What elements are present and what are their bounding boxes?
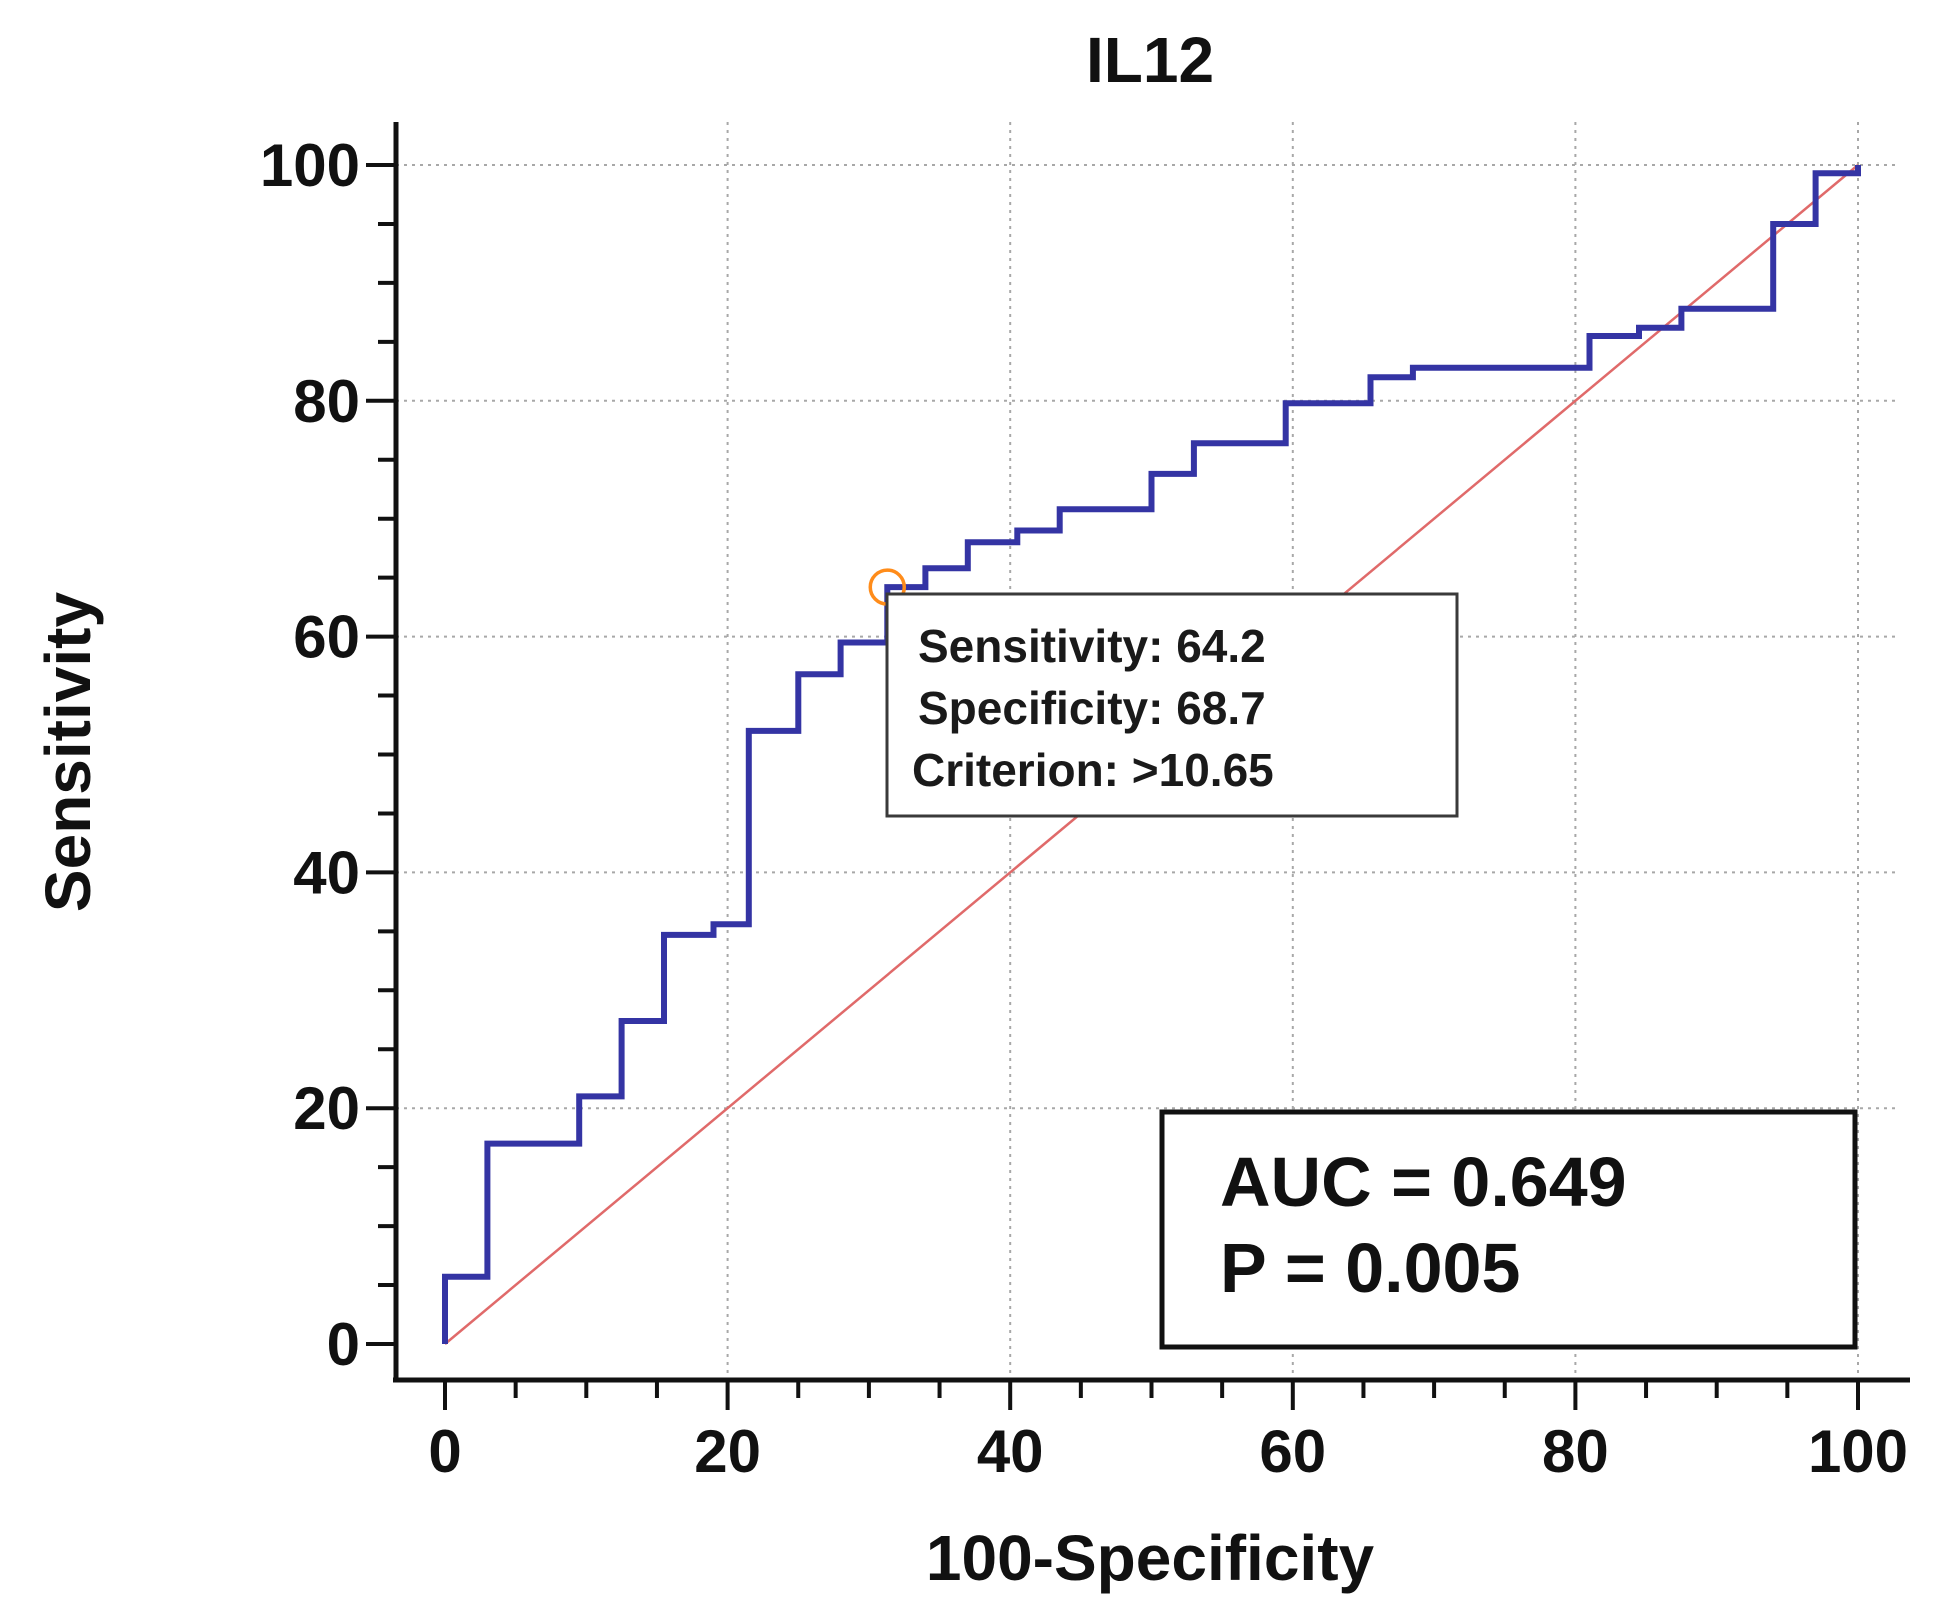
roc-curve	[442, 165, 1861, 1344]
x-tick-label: 100	[1808, 1418, 1908, 1485]
auc-stats-box: AUC = 0.649 P = 0.005	[1159, 1109, 1858, 1350]
x-tick-label: 80	[1542, 1418, 1609, 1485]
axis-ticks	[366, 163, 1860, 1410]
criterion-annotation-box: Sensitivity: 64.2 Specificity: 68.7 Crit…	[885, 592, 1459, 818]
y-tick-label: 20	[293, 1075, 360, 1142]
y-tick-label: 60	[293, 604, 360, 671]
x-tick-label: 0	[428, 1418, 461, 1485]
x-axis-label: 100-Specificity	[926, 1522, 1375, 1594]
p-value: P = 0.005	[1220, 1229, 1520, 1307]
x-tick-labels: 0 20 40 60 80 100	[428, 1418, 1908, 1485]
x-tick-label: 20	[694, 1418, 761, 1485]
y-tick-labels: 0 20 40 60 80 100	[260, 132, 360, 1378]
y-tick-label: 80	[293, 368, 360, 435]
auc-value: AUC = 0.649	[1220, 1143, 1627, 1221]
annotation-specificity: Specificity: 68.7	[918, 682, 1266, 734]
annotation-sensitivity: Sensitivity: 64.2	[918, 620, 1266, 672]
x-tick-label: 60	[1259, 1418, 1326, 1485]
y-tick-label: 100	[260, 132, 360, 199]
y-tick-label: 40	[293, 839, 360, 906]
x-tick-label: 40	[977, 1418, 1044, 1485]
y-tick-label: 0	[327, 1311, 360, 1378]
y-axis-label: Sensitivity	[32, 592, 104, 913]
chart-title: IL12	[1086, 24, 1214, 96]
annotation-criterion: Criterion: >10.65	[912, 744, 1274, 796]
